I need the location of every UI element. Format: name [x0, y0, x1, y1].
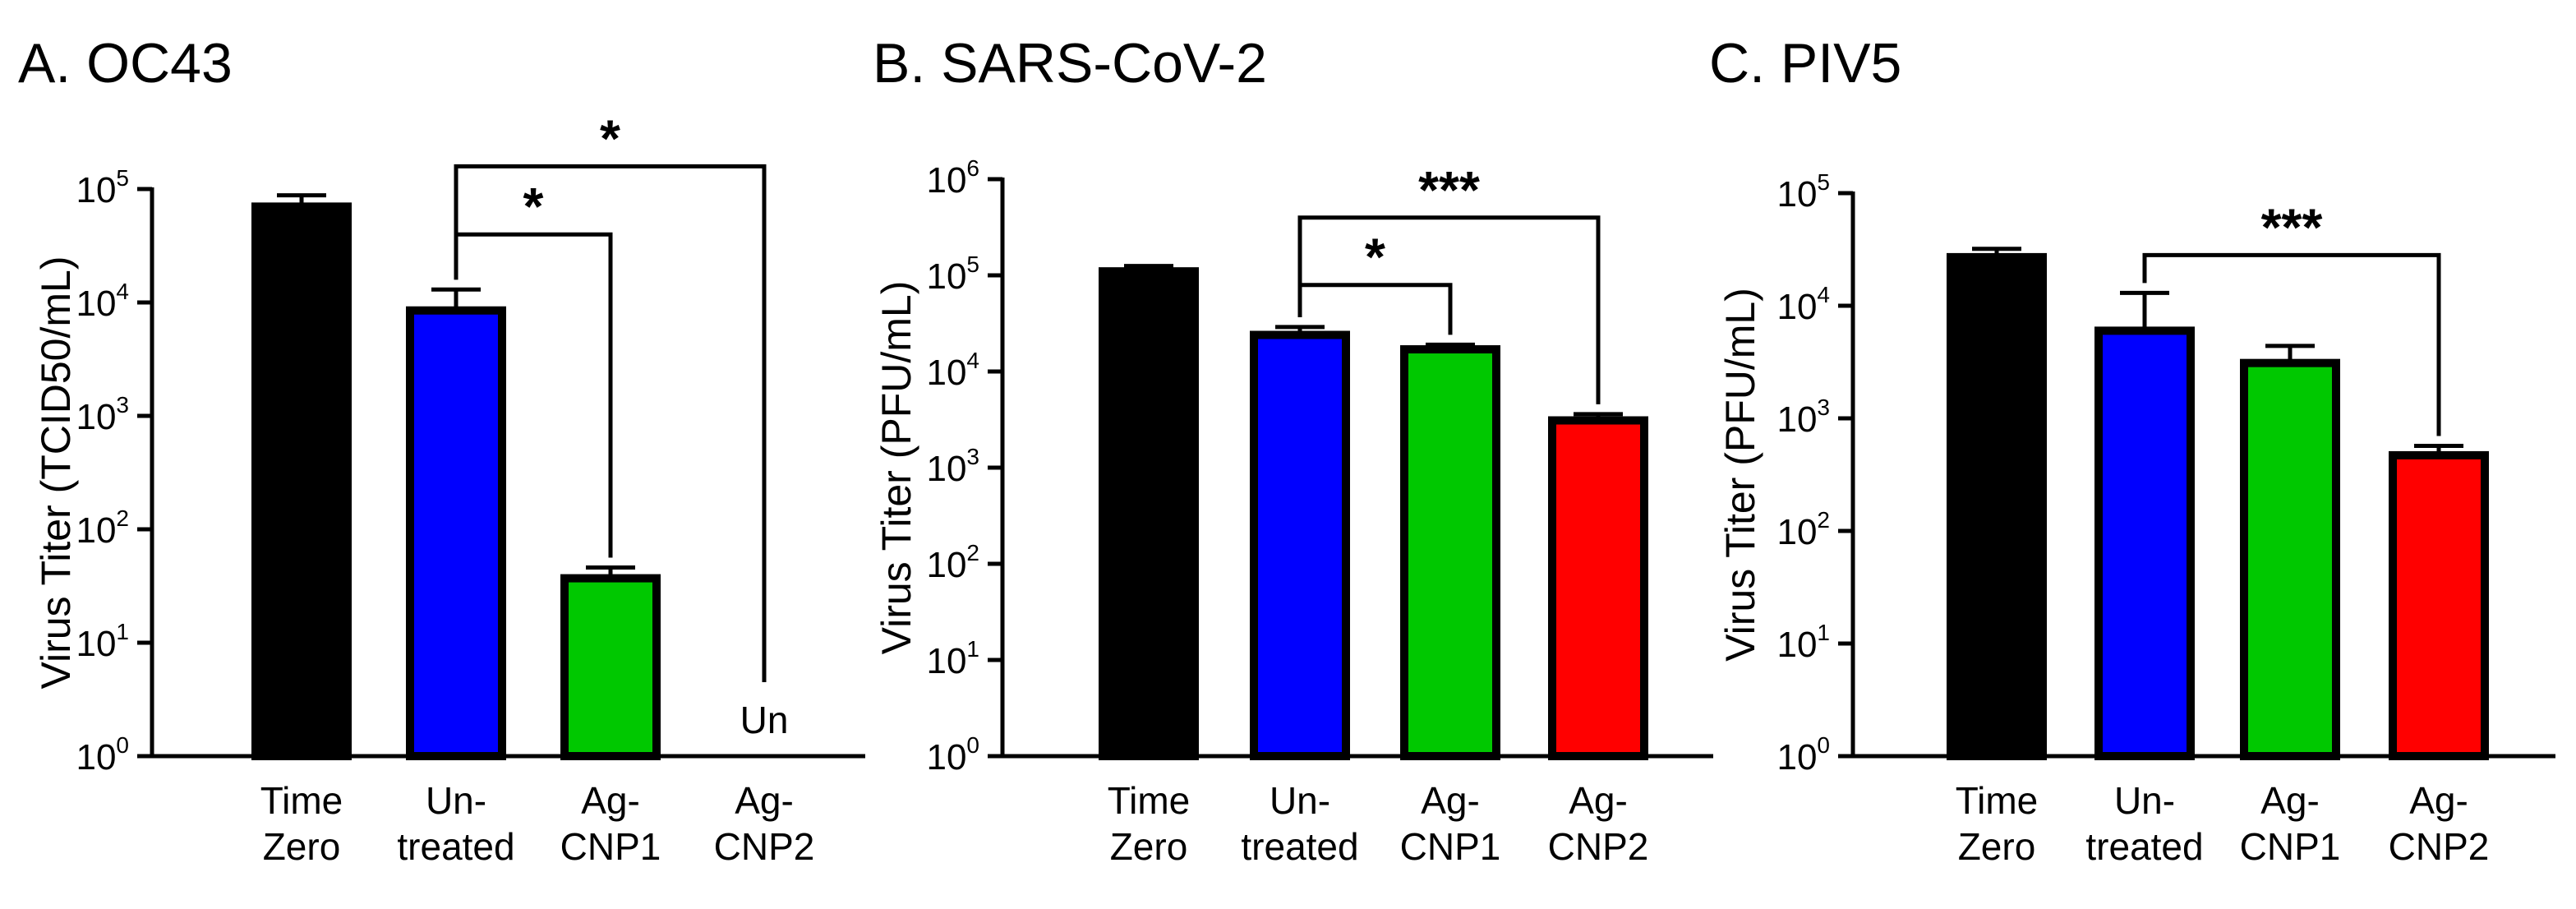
bar — [1400, 345, 1500, 760]
y-tick-label: 102 — [1776, 507, 1830, 552]
y-axis-label: Virus Titer (TCID50/mL) — [33, 256, 79, 690]
y-tick-label: 106 — [926, 155, 979, 201]
bar — [2240, 358, 2340, 760]
significance-bracket — [454, 164, 767, 682]
chart-title: A. OC43 — [18, 32, 233, 95]
y-tick-label: 104 — [76, 279, 129, 324]
x-tick-label: treated — [397, 825, 514, 868]
x-tick-label: CNP1 — [560, 825, 661, 868]
bar — [251, 202, 352, 760]
x-tick-label: treated — [1241, 825, 1358, 868]
x-tick-label: Ag- — [1569, 779, 1628, 822]
bar — [406, 306, 506, 760]
x-tick-label: CNP1 — [2240, 825, 2341, 868]
y-tick-label: 101 — [1776, 620, 1830, 665]
y-tick-label: 102 — [76, 505, 129, 551]
bar — [560, 574, 661, 760]
y-tick-label: 101 — [926, 636, 979, 681]
chart-title: B. SARS-CoV-2 — [873, 32, 1267, 95]
bar — [1099, 267, 1199, 760]
y-tick-label: 104 — [1776, 282, 1830, 327]
significance-label: * — [600, 108, 620, 168]
x-tick-label: treated — [2085, 825, 2203, 868]
bar — [1947, 252, 2047, 761]
x-tick-label: CNP1 — [1400, 825, 1501, 868]
x-tick-label: CNP2 — [2389, 825, 2490, 868]
chart-panel-2: B. SARS-CoV-2 Virus Titer (PFU/mL) 100 101 1… — [873, 32, 1713, 868]
bar — [2389, 450, 2489, 760]
significance-label: * — [1365, 228, 1385, 287]
x-tick-label: Un- — [426, 779, 486, 822]
x-tick-label: Ag- — [2260, 779, 2320, 822]
x-tick-label: Ag- — [735, 779, 794, 822]
bar — [1250, 330, 1350, 761]
bar — [1548, 416, 1648, 760]
x-tick-label: Time — [1108, 779, 1191, 822]
bar — [2094, 326, 2195, 761]
x-tick-label: Zero — [1958, 825, 2036, 868]
y-tick-label: 105 — [76, 165, 129, 210]
y-tick-label: 100 — [76, 732, 129, 777]
y-tick-label: 103 — [1776, 395, 1830, 440]
x-tick-label: Ag- — [2409, 779, 2468, 822]
x-tick-label: Time — [1956, 779, 2039, 822]
x-tick-label: CNP2 — [714, 825, 815, 868]
bar-annotation: Un — [740, 699, 789, 741]
x-tick-label: Time — [260, 779, 343, 822]
x-tick-label: Un- — [2114, 779, 2175, 822]
x-tick-label: Un- — [1270, 779, 1330, 822]
significance-label: * — [523, 177, 544, 236]
significance-bracket — [2142, 252, 2441, 436]
y-tick-label: 100 — [926, 732, 979, 777]
x-tick-label: Zero — [263, 825, 341, 868]
significance-bracket — [1297, 215, 1601, 404]
y-tick-label: 102 — [926, 540, 979, 585]
x-tick-label: CNP2 — [1548, 825, 1649, 868]
chart-panel-1: A. OC43 Virus Titer (TCID50/mL) 100 101 102 1… — [18, 32, 865, 868]
significance-label: *** — [2261, 197, 2323, 256]
x-tick-label: Ag- — [581, 779, 640, 822]
chart-title: C. PIV5 — [1709, 32, 1901, 95]
y-tick-label: 103 — [76, 392, 129, 437]
y-tick-label: 103 — [926, 444, 979, 489]
significance-label: *** — [1418, 160, 1480, 219]
y-tick-label: 105 — [1776, 169, 1830, 215]
y-tick-label: 100 — [1776, 732, 1830, 777]
chart-panel-3: C. PIV5 Virus Titer (PFU/mL) 100 101 102 103 1… — [1709, 32, 2555, 868]
y-tick-label: 104 — [926, 348, 979, 393]
y-tick-label: 101 — [76, 619, 129, 664]
x-tick-label: Ag- — [1421, 779, 1480, 822]
y-axis-label: Virus Titer (PFU/mL) — [1717, 288, 1763, 662]
y-tick-label: 105 — [926, 251, 979, 297]
x-tick-label: Zero — [1110, 825, 1188, 868]
y-axis-label: Virus Titer (PFU/mL) — [873, 281, 919, 655]
